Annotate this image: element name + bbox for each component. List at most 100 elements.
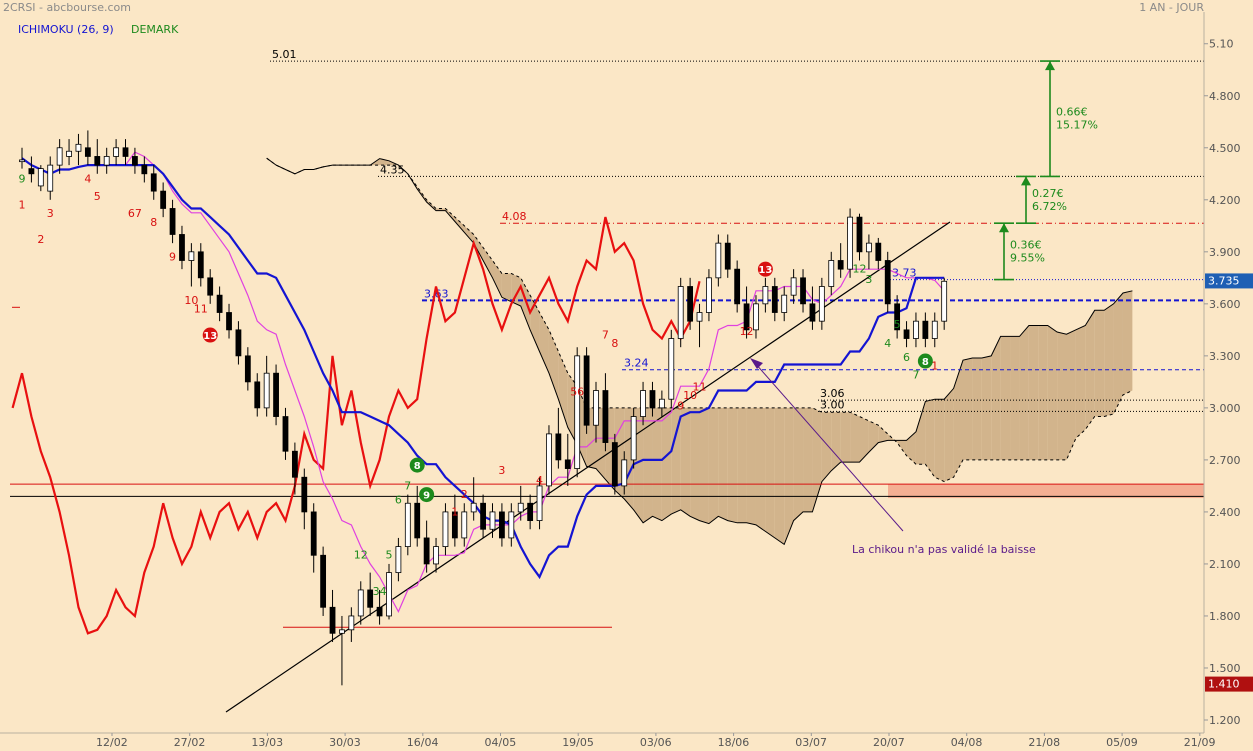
candle-body <box>574 355 581 469</box>
candle <box>122 139 129 166</box>
demark-count: 5 <box>894 318 901 331</box>
candle-body <box>941 280 948 322</box>
annotation-arrow-line <box>754 362 904 532</box>
cloud-segment <box>991 336 1001 460</box>
cloud-segment <box>492 260 502 298</box>
demark-count: 12 <box>354 549 368 562</box>
cloud-segment <box>906 431 916 465</box>
candle <box>649 381 656 417</box>
candle <box>658 390 665 417</box>
demark-count: 7 <box>912 368 919 381</box>
y-tick-label: 1.200 <box>1209 714 1241 727</box>
candle-body <box>113 147 119 157</box>
demark-signal-label: 8 <box>414 461 421 472</box>
candle <box>696 303 703 348</box>
cloud-segment <box>1113 293 1123 414</box>
cloud-segment <box>436 208 446 211</box>
candle <box>724 234 731 278</box>
cloud-segment <box>1066 329 1076 460</box>
demark-counts: 9123456789101112345671234567891011121235… <box>19 172 939 598</box>
candle-body <box>254 381 261 409</box>
y-tick-label: 4.800 <box>1209 90 1241 103</box>
target-amount: 0.36€ <box>1010 238 1042 251</box>
x-tick-label: 03/06 <box>640 736 672 749</box>
candle-body <box>66 150 72 157</box>
cloud-segment <box>981 355 992 460</box>
candle <box>226 303 232 339</box>
candle-body <box>226 312 232 331</box>
x-tick-label: 05/09 <box>1106 736 1138 749</box>
candle-body <box>451 511 458 539</box>
candle-body <box>386 572 392 617</box>
candle <box>621 451 628 495</box>
candle <box>687 277 694 330</box>
candle-body <box>875 242 882 261</box>
candle-body <box>546 433 552 487</box>
cloud-segment <box>850 412 860 463</box>
candle <box>508 503 515 547</box>
last-price-tag <box>1205 273 1253 289</box>
cloud-segment <box>548 329 559 400</box>
candle-body <box>56 147 63 166</box>
candle-body <box>677 286 684 339</box>
cloud-segment <box>708 407 719 524</box>
candle <box>37 165 44 192</box>
candle <box>160 182 167 218</box>
y-tick-label: 4.500 <box>1209 142 1241 155</box>
candle-body <box>310 511 317 556</box>
level-label-5.01: 5.01 <box>272 48 297 61</box>
chikou-annotation: La chikou n'a pas validé la baisse <box>750 358 1036 556</box>
candle-body <box>150 173 157 192</box>
x-tick-label: 04/08 <box>951 736 983 749</box>
demark-count: 4 <box>536 474 543 487</box>
candle-body <box>103 156 110 166</box>
candle <box>668 329 675 408</box>
level-label-3.73: 3.73 <box>892 267 917 280</box>
cloud-segment <box>972 358 982 460</box>
y-tick-label: 2.100 <box>1209 558 1241 571</box>
demark-count: 11 <box>194 303 208 316</box>
candle-body <box>658 398 665 409</box>
demark-count: 3 <box>865 273 872 286</box>
demark-count: 9 <box>19 172 26 185</box>
candle <box>499 503 505 547</box>
cloud-segment <box>661 407 672 521</box>
candle <box>451 494 458 547</box>
candle <box>734 260 741 313</box>
candle <box>517 485 524 521</box>
cloud-segment <box>680 407 691 517</box>
candle <box>677 277 684 348</box>
y-tick-label: 3.900 <box>1209 246 1241 259</box>
candle <box>611 433 618 495</box>
candle <box>395 537 402 582</box>
y-tick-label: 1.500 <box>1209 662 1241 675</box>
candle-body <box>800 277 806 305</box>
cloud-segment <box>473 234 484 261</box>
candle <box>56 139 63 174</box>
target-amount: 0.66€ <box>1056 106 1088 119</box>
candle <box>310 503 317 573</box>
demark-signal-label: 13 <box>758 265 772 276</box>
demark-signal: 8 <box>409 457 425 473</box>
candles <box>19 130 948 686</box>
candle <box>169 199 176 244</box>
candle <box>254 373 261 417</box>
candle-body <box>536 485 543 521</box>
cloud-segment <box>784 407 794 545</box>
demark-signal-circle <box>202 327 218 343</box>
candle-body <box>433 546 439 565</box>
candle-body <box>931 320 938 339</box>
candle <box>790 269 797 304</box>
candle-body <box>828 260 835 287</box>
demark-count: 6 <box>395 493 402 506</box>
candle-body <box>630 416 637 461</box>
candle <box>762 277 769 313</box>
candle-body <box>291 450 298 478</box>
candle-body <box>461 511 468 539</box>
candle-body <box>414 502 421 539</box>
cloud-segment <box>1122 290 1133 395</box>
candle-body <box>94 156 101 166</box>
candle-body <box>132 156 138 166</box>
y-axis: 5.10 4.800 4.500 4.200 3.900 3.600 3.300 3.000 2… <box>1204 38 1241 727</box>
candle <box>837 243 844 278</box>
